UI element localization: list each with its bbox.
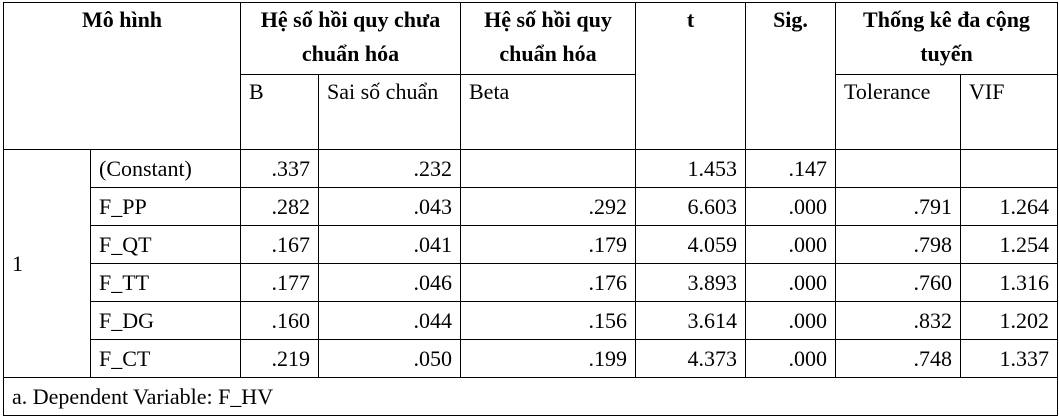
cell-tol: .791 <box>835 187 961 226</box>
cell-vif: 1.254 <box>960 225 1058 264</box>
cell-vif: 1.264 <box>960 187 1058 226</box>
header-vif: VIF <box>960 74 1058 150</box>
cell-name: F_DG <box>90 301 241 340</box>
cell-tol: .832 <box>835 301 961 340</box>
cell-se: .050 <box>318 339 461 378</box>
header-standardized: Hệ số hồi quy chuẩn hóa <box>460 2 636 75</box>
cell-sig: .000 <box>745 263 836 302</box>
cell-t: 4.059 <box>635 225 746 264</box>
regression-coefficients-table: Mô hình Hệ số hồi quy chưa chuẩn hóa Hệ … <box>3 2 1058 416</box>
cell-vif: 1.337 <box>960 339 1058 378</box>
cell-tol: .748 <box>835 339 961 378</box>
cell-b: .219 <box>240 339 319 378</box>
cell-name: F_TT <box>90 263 241 302</box>
cell-b: .167 <box>240 225 319 264</box>
cell-sig: .147 <box>745 149 836 188</box>
cell-tol: .760 <box>835 263 961 302</box>
cell-t: 1.453 <box>635 149 746 188</box>
cell-beta: .156 <box>460 301 636 340</box>
cell-b: .160 <box>240 301 319 340</box>
cell-name: F_CT <box>90 339 241 378</box>
cell-b: .177 <box>240 263 319 302</box>
footnote: a. Dependent Variable: F_HV <box>3 377 1058 416</box>
header-b: B <box>240 74 319 150</box>
header-beta: Beta <box>460 74 636 150</box>
cell-name: F_QT <box>90 225 241 264</box>
header-collinearity: Thống kê đa cộng tuyến <box>835 2 1058 75</box>
cell-beta: .179 <box>460 225 636 264</box>
cell-b: .282 <box>240 187 319 226</box>
header-model: Mô hình <box>3 2 241 150</box>
cell-sig: .000 <box>745 339 836 378</box>
cell-name: F_PP <box>90 187 241 226</box>
header-t: t <box>635 2 746 150</box>
cell-se: .041 <box>318 225 461 264</box>
header-sig: Sig. <box>745 2 836 150</box>
cell-beta <box>460 149 636 188</box>
cell-beta: .199 <box>460 339 636 378</box>
table-row: F_QT .167.041.179 4.059.000.798 1.254 <box>4 225 1058 264</box>
cell-tol <box>835 149 961 188</box>
cell-se: .232 <box>318 149 461 188</box>
cell-t: 3.893 <box>635 263 746 302</box>
cell-beta: .292 <box>460 187 636 226</box>
table-row: F_TT .177.046.176 3.893.000.760 1.316 <box>4 263 1058 302</box>
cell-se: .044 <box>318 301 461 340</box>
cell-name: (Constant) <box>90 149 241 188</box>
cell-b: .337 <box>240 149 319 188</box>
cell-sig: .000 <box>745 225 836 264</box>
cell-vif <box>960 149 1058 188</box>
cell-vif: 1.202 <box>960 301 1058 340</box>
header-tolerance: Tolerance <box>835 74 961 150</box>
cell-sig: .000 <box>745 301 836 340</box>
cell-t: 6.603 <box>635 187 746 226</box>
cell-t: 3.614 <box>635 301 746 340</box>
cell-beta: .176 <box>460 263 636 302</box>
table-row: F_DG .160.044.156 3.614.000.832 1.202 <box>4 301 1058 340</box>
cell-tol: .798 <box>835 225 961 264</box>
header-se: Sai số chuẩn <box>318 74 461 150</box>
cell-t: 4.373 <box>635 339 746 378</box>
table-row: 1 (Constant) .337.232 1.453.147 <box>3 149 1058 378</box>
model-number: 1 <box>3 149 91 378</box>
cell-se: .046 <box>318 263 461 302</box>
table-row: F_CT .219.050.199 4.373.000.748 1.337 <box>4 339 1058 378</box>
cell-sig: .000 <box>745 187 836 226</box>
header-unstandardized: Hệ số hồi quy chưa chuẩn hóa <box>240 2 461 75</box>
table-row: F_PP .282.043.292 6.603.000.791 1.264 <box>4 187 1058 226</box>
cell-vif: 1.316 <box>960 263 1058 302</box>
cell-se: .043 <box>318 187 461 226</box>
